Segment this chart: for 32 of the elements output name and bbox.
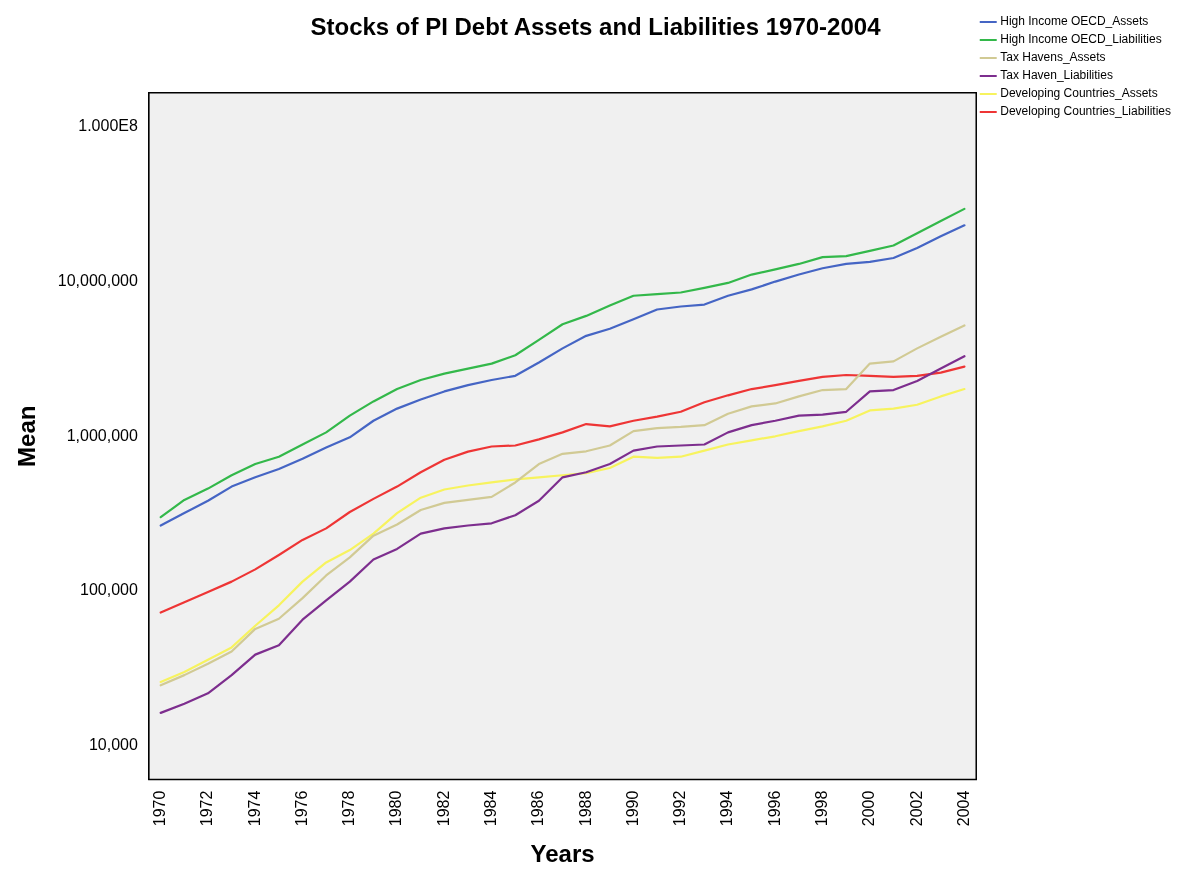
x-tick-label: 1998 — [812, 790, 830, 827]
x-axis-title: Years — [530, 840, 595, 868]
legend-label: Tax Haven_Liabilities — [1000, 68, 1113, 83]
x-tick-label: 1992 — [671, 790, 689, 827]
x-tick-label: 1976 — [292, 790, 310, 827]
y-tick-label: 1,000,000 — [66, 426, 138, 444]
x-tick-label: 2004 — [954, 790, 972, 827]
x-tick-label: 2000 — [860, 790, 878, 827]
y-axis-title: Mean — [13, 405, 41, 467]
x-tick-label: 1980 — [387, 790, 405, 827]
x-tick-label: 1972 — [198, 790, 216, 827]
y-tick-label: 10,000,000 — [57, 271, 138, 289]
x-tick-label: 1990 — [623, 790, 641, 827]
x-tick-label: 1994 — [718, 790, 736, 827]
legend-label: Tax Havens_Assets — [1000, 50, 1106, 65]
x-tick-label: 1974 — [245, 790, 263, 827]
y-tick-label: 100,000 — [80, 581, 138, 599]
y-tick-label: 10,000 — [88, 736, 138, 754]
x-tick-label: 1978 — [340, 790, 358, 827]
legend-label: High Income OECD_Assets — [1000, 14, 1149, 29]
x-tick-label: 1982 — [434, 790, 452, 827]
x-tick-label: 1984 — [482, 790, 500, 827]
x-tick-label: 2002 — [907, 790, 925, 827]
y-tick-label: 1.000E8 — [78, 117, 138, 135]
x-tick-label: 1970 — [151, 790, 169, 827]
x-tick-label: 1988 — [576, 790, 594, 827]
x-tick-label: 1996 — [765, 790, 783, 827]
legend-label: Developing Countries_Assets — [1000, 86, 1158, 101]
x-tick-label: 1986 — [529, 790, 547, 827]
legend-label: Developing Countries_Liabilities — [1000, 104, 1171, 119]
legend-label: High Income OECD_Liabilities — [1000, 32, 1162, 47]
chart-title: Stocks of PI Debt Assets and Liabilities 1970-2004 — [310, 13, 882, 41]
